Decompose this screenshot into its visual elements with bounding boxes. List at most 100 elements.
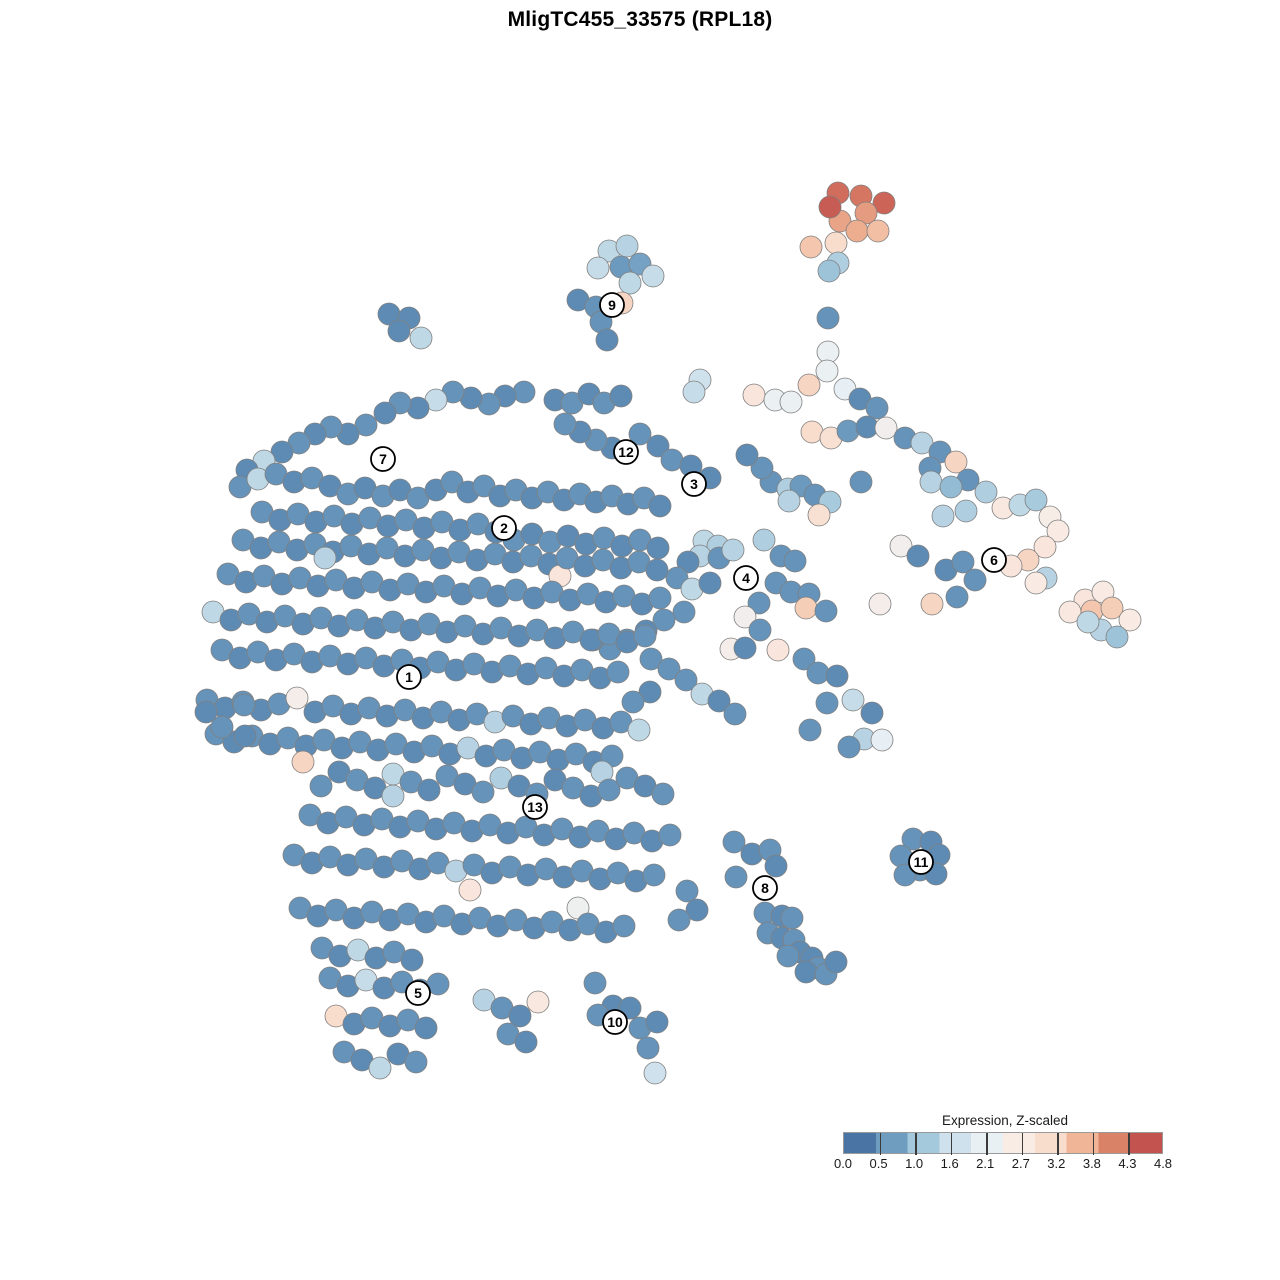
data-point[interactable] xyxy=(232,693,256,717)
data-point[interactable] xyxy=(1024,571,1048,595)
data-point[interactable] xyxy=(779,390,803,414)
data-point[interactable] xyxy=(526,990,550,1014)
data-point[interactable] xyxy=(783,549,807,573)
data-point[interactable] xyxy=(1024,488,1048,512)
data-point[interactable] xyxy=(387,319,411,343)
data-point[interactable] xyxy=(638,680,662,704)
data-point[interactable] xyxy=(951,550,975,574)
data-point[interactable] xyxy=(698,571,722,595)
data-point[interactable] xyxy=(945,585,969,609)
data-point[interactable] xyxy=(675,879,699,903)
cluster-label-7[interactable]: 7 xyxy=(370,446,396,472)
data-point[interactable] xyxy=(652,608,676,632)
data-point[interactable] xyxy=(807,503,831,527)
data-point[interactable] xyxy=(815,359,839,383)
data-point[interactable] xyxy=(748,618,772,642)
data-point[interactable] xyxy=(954,499,978,523)
data-point[interactable] xyxy=(381,784,405,808)
data-point[interactable] xyxy=(657,657,681,681)
cluster-label-9[interactable]: 9 xyxy=(599,292,625,318)
data-point[interactable] xyxy=(612,914,636,938)
data-point[interactable] xyxy=(776,944,800,968)
cluster-label-8[interactable]: 8 xyxy=(752,875,778,901)
data-point[interactable] xyxy=(836,419,860,443)
data-point[interactable] xyxy=(621,690,645,714)
data-point[interactable] xyxy=(648,494,672,518)
data-point[interactable] xyxy=(645,558,669,582)
data-point[interactable] xyxy=(646,536,670,560)
data-point[interactable] xyxy=(645,1010,669,1034)
data-point[interactable] xyxy=(595,328,619,352)
data-point[interactable] xyxy=(816,306,840,330)
data-point[interactable] xyxy=(906,544,930,568)
data-point[interactable] xyxy=(643,1061,667,1085)
data-point[interactable] xyxy=(514,1030,538,1054)
cluster-label-1[interactable]: 1 xyxy=(396,664,422,690)
data-point[interactable] xyxy=(628,422,652,446)
data-point[interactable] xyxy=(798,718,822,742)
data-point[interactable] xyxy=(682,380,706,404)
data-point[interactable] xyxy=(658,823,682,847)
data-point[interactable] xyxy=(639,647,663,671)
data-point[interactable] xyxy=(817,259,841,283)
data-point[interactable] xyxy=(409,326,433,350)
data-point[interactable] xyxy=(404,1050,428,1074)
data-point[interactable] xyxy=(1046,519,1070,543)
data-point[interactable] xyxy=(313,546,337,570)
data-point[interactable] xyxy=(841,688,865,712)
data-point[interactable] xyxy=(766,638,790,662)
data-point[interactable] xyxy=(974,480,998,504)
data-point[interactable] xyxy=(824,231,848,255)
data-point[interactable] xyxy=(674,668,698,692)
data-point[interactable] xyxy=(636,1036,660,1060)
data-point[interactable] xyxy=(597,778,621,802)
data-point[interactable] xyxy=(210,715,234,739)
cluster-label-4[interactable]: 4 xyxy=(733,565,759,591)
data-point[interactable] xyxy=(641,264,665,288)
data-point[interactable] xyxy=(792,647,816,671)
data-point[interactable] xyxy=(723,702,747,726)
data-point[interactable] xyxy=(854,201,878,225)
data-point[interactable] xyxy=(747,591,771,615)
data-point[interactable] xyxy=(233,724,257,748)
data-point[interactable] xyxy=(794,596,818,620)
cluster-label-10[interactable]: 10 xyxy=(602,1009,628,1035)
data-point[interactable] xyxy=(368,1056,392,1080)
cluster-label-11[interactable]: 11 xyxy=(908,849,934,875)
data-point[interactable] xyxy=(512,380,536,404)
data-point[interactable] xyxy=(458,878,482,902)
data-point[interactable] xyxy=(818,195,842,219)
data-point[interactable] xyxy=(814,599,838,623)
data-point[interactable] xyxy=(285,686,309,710)
data-point[interactable] xyxy=(414,1016,438,1040)
data-point[interactable] xyxy=(417,778,441,802)
data-point[interactable] xyxy=(939,475,963,499)
data-point[interactable] xyxy=(471,780,495,804)
data-point[interactable] xyxy=(400,948,424,972)
data-point[interactable] xyxy=(1076,610,1100,634)
cluster-label-5[interactable]: 5 xyxy=(405,980,431,1006)
data-point[interactable] xyxy=(910,431,934,455)
cluster-label-13[interactable]: 13 xyxy=(522,794,548,820)
data-point[interactable] xyxy=(860,701,884,725)
data-point[interactable] xyxy=(750,456,774,480)
data-point[interactable] xyxy=(872,191,896,215)
data-point[interactable] xyxy=(825,664,849,688)
cluster-label-12[interactable]: 12 xyxy=(613,439,639,465)
data-point[interactable] xyxy=(919,470,943,494)
data-point[interactable] xyxy=(733,636,757,660)
data-point[interactable] xyxy=(309,774,333,798)
data-point[interactable] xyxy=(609,384,633,408)
data-point[interactable] xyxy=(1118,608,1142,632)
data-point[interactable] xyxy=(735,443,759,467)
data-point[interactable] xyxy=(615,234,639,258)
data-point[interactable] xyxy=(866,219,890,243)
data-point[interactable] xyxy=(648,586,672,610)
data-point[interactable] xyxy=(865,396,889,420)
data-point[interactable] xyxy=(672,600,696,624)
data-point[interactable] xyxy=(963,568,987,592)
data-point[interactable] xyxy=(586,256,610,280)
data-point[interactable] xyxy=(1033,535,1057,559)
data-point[interactable] xyxy=(797,373,821,397)
data-point[interactable] xyxy=(794,960,818,984)
